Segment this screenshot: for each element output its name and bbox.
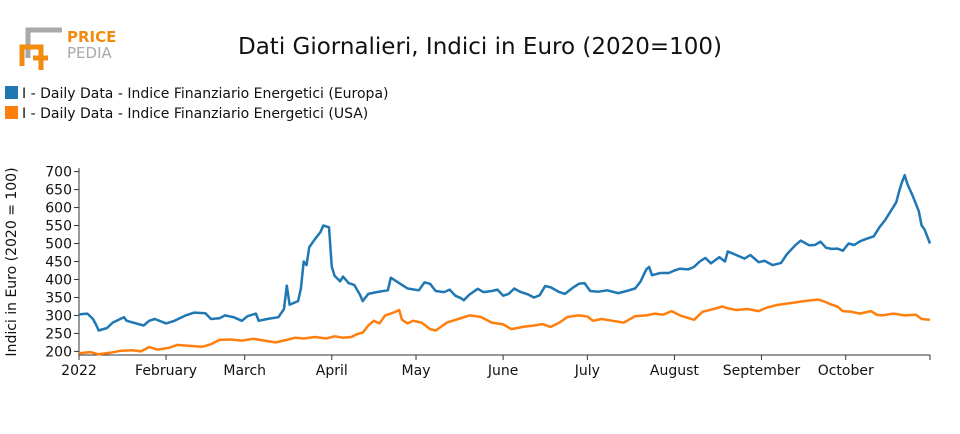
x-tick-label: March <box>223 363 266 379</box>
y-tick-label: 450 <box>45 255 72 271</box>
logo-bracket-orange <box>19 44 48 70</box>
y-tick-label: 700 <box>45 165 72 181</box>
y-tick-label: 250 <box>45 326 72 342</box>
x-tick-label: September <box>723 363 801 379</box>
x-tick-label: July <box>574 363 600 379</box>
y-axis-label: Indici in Euro (2020 = 100) <box>4 167 20 356</box>
y-tick-label: 500 <box>45 237 72 253</box>
y-tick-label: 650 <box>45 183 72 199</box>
legend: I - Daily Data - Indice Finanziario Ener… <box>5 86 388 122</box>
legend-label-usa: I - Daily Data - Indice Finanziario Ener… <box>22 106 368 122</box>
legend-swatch-usa <box>5 106 18 119</box>
legend-swatch-europa <box>5 86 18 99</box>
x-tick-label: 2022 <box>61 363 97 379</box>
y-tick-label: 200 <box>45 344 72 360</box>
logo-text-price: PRICE <box>67 28 116 46</box>
x-tick-label: May <box>402 363 431 379</box>
x-tick-label: October <box>818 363 874 379</box>
chart-title: Dati Giornalieri, Indici in Euro (2020=1… <box>238 34 722 60</box>
x-tick-label: April <box>316 363 348 379</box>
x-tick-label: February <box>135 363 197 379</box>
y-tick-label: 350 <box>45 290 72 306</box>
series-line-usa <box>78 298 931 356</box>
y-tick-label: 600 <box>45 201 72 217</box>
y-tick-label: 300 <box>45 308 72 324</box>
pricepedia-logo: PRICE PEDIA <box>19 27 116 70</box>
x-tick-label: June <box>487 363 519 379</box>
plot-area <box>78 173 932 356</box>
y-tick-label: 550 <box>45 219 72 235</box>
series-line-europa <box>78 173 932 332</box>
y-tick-label: 400 <box>45 272 72 288</box>
x-tick-label: August <box>650 363 700 379</box>
legend-label-europa: I - Daily Data - Indice Finanziario Ener… <box>22 86 388 102</box>
logo-bracket-grey <box>25 27 62 58</box>
logo-text-pedia: PEDIA <box>67 44 112 62</box>
